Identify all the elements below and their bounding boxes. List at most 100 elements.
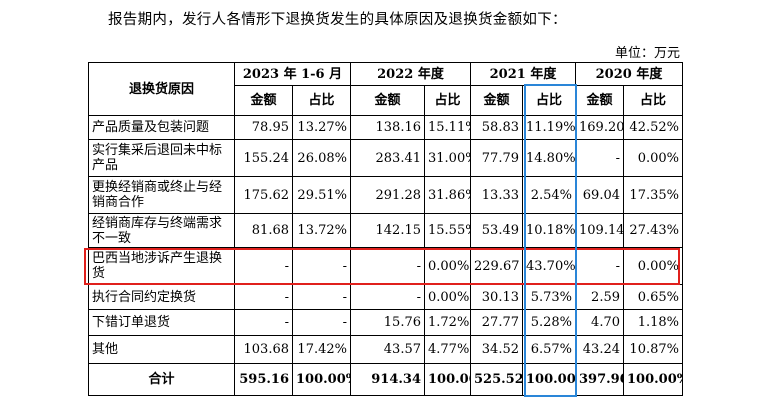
table-cell: 15.11% — [424, 115, 471, 140]
total-cell: 100.00% — [292, 363, 351, 396]
table-cell: 77.79 — [470, 139, 523, 177]
returns-table: 退换货原因 2023 年 1-6 月 2022 年度 2021 年度 2020 … — [88, 62, 683, 396]
sub-header: 占比 — [424, 85, 471, 116]
table-cell: - — [575, 247, 624, 285]
table-cell: - — [350, 247, 425, 285]
table-cell: 0.00% — [424, 284, 471, 310]
table-cell: 2.54% — [522, 176, 576, 214]
row-label: 执行合同约定换货 — [88, 284, 235, 310]
table-cell: 4.77% — [424, 335, 471, 364]
table-cell: 17.35% — [623, 176, 683, 214]
row-label: 其他 — [88, 335, 235, 364]
table-cell: 27.77 — [470, 309, 523, 336]
table-cell: 27.43% — [623, 213, 683, 248]
table-cell: 43.24 — [575, 335, 624, 364]
table-cell: - — [234, 284, 293, 310]
header-row-periods: 退换货原因 2023 年 1-6 月 2022 年度 2021 年度 2020 … — [88, 62, 683, 116]
table-cell: 42.52% — [623, 115, 683, 140]
table-cell: 81.68 — [234, 213, 293, 248]
table-cell: 14.80% — [522, 139, 576, 177]
table-cell: - — [350, 284, 425, 310]
table-row: 下错订单退货 - -15.76 1.72% 27.77 5.28% 4.70 1.18% — [88, 309, 683, 336]
table-row: 其他 103.68 17.42% 43.57 4.77% 34.52 6.57% 43.24 1… — [88, 335, 683, 364]
table-row: 执行合同约定换货 - - -0.00% 30.13 5.73% 2.59 0.65% — [88, 284, 683, 310]
table-row: 实行集采后退回未中标产品155.2426.08%283.4131.00%77.7… — [88, 139, 683, 177]
table-cell: 31.00% — [424, 139, 471, 177]
table-cell: 1.72% — [424, 309, 471, 336]
table-cell: 1.18% — [623, 309, 683, 336]
table-cell: 69.04 — [575, 176, 624, 214]
table-cell: 30.13 — [470, 284, 523, 310]
table-cell: 17.42% — [292, 335, 351, 364]
table-cell: 5.28% — [522, 309, 576, 336]
table-cell: 2.59 — [575, 284, 624, 310]
row-label: 产品质量及包装问题 — [88, 115, 235, 140]
table-cell: 103.68 — [234, 335, 293, 364]
total-cell: 595.16 — [234, 363, 293, 396]
table-cell: 58.83 — [470, 115, 523, 140]
reason-header: 退换货原因 — [88, 62, 235, 116]
table-cell: 43.70% — [522, 247, 576, 285]
table-row: 更换经销商或终止与经销商合作175.6229.51%291.2831.86%13… — [88, 176, 683, 214]
period-header: 2021 年度 — [470, 62, 576, 86]
total-cell: 100.00% — [424, 363, 471, 396]
table-cell: - — [292, 247, 351, 285]
sub-header: 金额 — [350, 85, 425, 116]
table-cell: 291.28 — [350, 176, 425, 214]
table-cell: 5.73% — [522, 284, 576, 310]
table-cell: 78.95 — [234, 115, 293, 140]
table-cell: 31.86% — [424, 176, 471, 214]
table-cell: 6.57% — [522, 335, 576, 364]
total-cell: 525.52 — [470, 363, 523, 396]
table-cell: 15.76 — [350, 309, 425, 336]
sub-header: 占比 — [292, 85, 351, 116]
sub-header: 占比 — [623, 85, 683, 116]
period-header: 2022 年度 — [350, 62, 471, 86]
table-row: 巴西当地涉诉产生退换货 - - -0.00% 229.67 43.70% -0.00% — [88, 247, 683, 285]
table-cell: 0.00% — [623, 139, 683, 177]
row-label: 经销商库存与终端需求不一致 — [88, 213, 235, 248]
total-cell: 914.34 — [350, 363, 425, 396]
table-cell: 13.33 — [470, 176, 523, 214]
sub-header: 占比 — [522, 85, 576, 116]
table-cell: 13.27% — [292, 115, 351, 140]
table-cell: 34.52 — [470, 335, 523, 364]
row-label: 下错订单退货 — [88, 309, 235, 336]
total-cell: 100.00% — [623, 363, 683, 396]
table-cell: 138.16 — [350, 115, 425, 140]
table-cell: 0.00% — [623, 247, 683, 285]
table-cell: 53.49 — [470, 213, 523, 248]
row-label: 巴西当地涉诉产生退换货 — [88, 247, 235, 285]
total-label: 合计 — [88, 363, 235, 396]
table-cell: - — [234, 309, 293, 336]
total-row: 合计 595.16 100.00% 914.34 100.00% 525.52 … — [88, 363, 683, 396]
period-header: 2023 年 1-6 月 — [234, 62, 351, 86]
table-cell: 283.41 — [350, 139, 425, 177]
header-row-metrics: 金额 占比 金额 占比 金额 占比 金额 占比 — [89, 85, 683, 116]
table-cell: - — [292, 284, 351, 310]
row-label: 实行集采后退回未中标产品 — [88, 139, 235, 177]
table-cell: 142.15 — [350, 213, 425, 248]
table-cell: 169.20 — [575, 115, 624, 140]
table-cell: 11.19% — [522, 115, 576, 140]
table-cell: - — [575, 139, 624, 177]
table-cell: 29.51% — [292, 176, 351, 214]
table-cell: 10.18% — [522, 213, 576, 248]
period-header: 2020 年度 — [575, 62, 683, 86]
table-cell: 4.70 — [575, 309, 624, 336]
table-cell: 43.57 — [350, 335, 425, 364]
table-row: 经销商库存与终端需求不一致81.6813.72%142.1515.55%53.4… — [88, 213, 683, 248]
total-cell: 397.90 — [575, 363, 624, 396]
table-cell: 155.24 — [234, 139, 293, 177]
total-cell: 100.00% — [522, 363, 576, 396]
unit-label: 单位：万元 — [614, 46, 680, 61]
sub-header: 金额 — [234, 85, 293, 116]
sub-header: 金额 — [470, 85, 523, 116]
table-cell: - — [292, 309, 351, 336]
table-cell: - — [234, 247, 293, 285]
table-cell: 229.67 — [470, 247, 523, 285]
sub-header: 金额 — [575, 85, 624, 116]
row-label: 更换经销商或终止与经销商合作 — [88, 176, 235, 214]
table-row: 产品质量及包装问题78.9513.27%138.1615.11%58.8311.… — [88, 115, 683, 140]
table-cell: 0.65% — [623, 284, 683, 310]
